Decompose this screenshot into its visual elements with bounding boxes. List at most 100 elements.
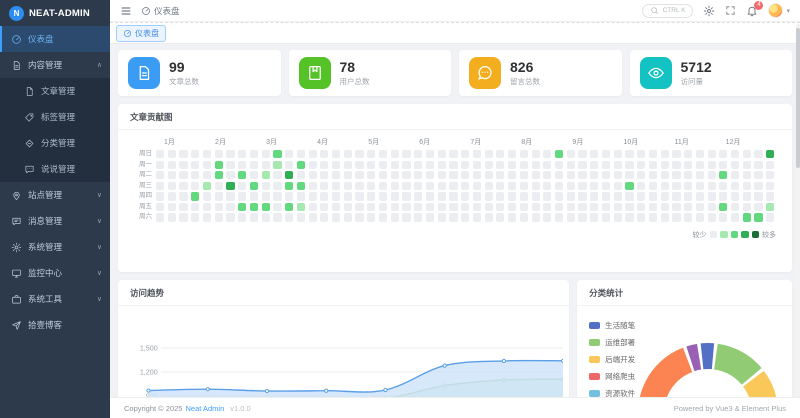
data-point: [324, 388, 329, 393]
donut-segment[interactable]: [639, 347, 693, 397]
heatmap-month-label: 3月: [266, 139, 277, 146]
heatmap-cell: [226, 181, 235, 190]
heatmap-cell: [343, 192, 352, 201]
sidebar-item-标签管理[interactable]: 标签管理: [0, 104, 110, 130]
heatmap-cell: [766, 213, 775, 222]
collapse-menu-button[interactable]: [120, 5, 132, 17]
heatmap-cell: [766, 160, 775, 169]
heatmap-cell: [601, 213, 611, 222]
heatmap-cell: [156, 181, 165, 190]
heatmap-cell: [437, 202, 446, 212]
sidebar-item-监控中心[interactable]: 监控中心 ∨: [0, 260, 110, 286]
heatmap-cell: [425, 192, 435, 201]
fullscreen-button[interactable]: [725, 5, 736, 16]
sidebar-item-站点管理[interactable]: 站点管理 ∨: [0, 182, 110, 208]
heatmap-cell: [191, 171, 200, 180]
heatmap-cell: [332, 192, 341, 201]
pie-legend-item-运维部署[interactable]: 运维部署: [589, 337, 635, 348]
sidebar-item-消息管理[interactable]: 消息管理 ∨: [0, 208, 110, 234]
heatmap-cell: [508, 160, 517, 169]
heatmap-cell: [648, 171, 658, 180]
heatmap-cell: [285, 181, 294, 190]
heatmap-month-label: 10月: [623, 139, 639, 146]
tabs-bar: 仪表盘: [110, 22, 800, 44]
user-menu[interactable]: ▾: [768, 3, 790, 18]
sidebar-item-内容管理[interactable]: 内容管理 ∧: [0, 52, 110, 78]
heatmap-cell: [660, 181, 669, 190]
heatmap-cell: [519, 202, 528, 212]
heatmap-cell: [332, 150, 341, 159]
pie-legend-item-网络爬虫[interactable]: 网络爬虫: [589, 371, 635, 382]
search-button[interactable]: CTRL K: [641, 3, 694, 18]
heatmap-cell: [449, 171, 458, 180]
heatmap-cell: [273, 171, 282, 180]
heatmap-legend: 较少 较多: [130, 222, 780, 240]
copyright-text: Copyright © 2025: [124, 403, 183, 413]
scrollbar-thumb[interactable]: [796, 28, 800, 168]
heatmap-cell: [156, 192, 165, 201]
stat-card-用户总数: 78 用户总数: [288, 50, 451, 96]
pie-legend-item-资源软件[interactable]: 资源软件: [589, 388, 635, 397]
sidebar-item-分类管理[interactable]: 分类管理: [0, 130, 110, 156]
heatmap-cell: [590, 202, 599, 212]
heatmap-cell: [378, 192, 388, 201]
heatmap-cell: [637, 202, 646, 212]
heatmap-cell: [308, 192, 317, 201]
heatmap-cell: [519, 160, 528, 169]
heatmap-cell: [437, 150, 446, 159]
heatmap-cell: [766, 181, 775, 190]
app-logo[interactable]: N NEAT-ADMIN: [0, 0, 110, 26]
heatmap-cell: [730, 150, 740, 159]
heatmap-cell: [578, 202, 587, 212]
heatmap-cell: [285, 192, 294, 201]
document-icon: [139, 65, 150, 81]
donut-segment[interactable]: [742, 370, 776, 397]
area-fill: [148, 360, 564, 397]
heatmap-cell: [660, 150, 669, 159]
donut-segment[interactable]: [686, 343, 702, 372]
sidebar-item-拾壹博客[interactable]: 拾壹博客: [0, 312, 110, 338]
data-point: [383, 387, 388, 393]
sidebar-item-说说管理[interactable]: 说说管理: [0, 156, 110, 182]
tab-dashboard[interactable]: 仪表盘: [116, 24, 166, 42]
heatmap-cell: [531, 171, 540, 180]
heatmap-cell: [660, 202, 669, 212]
pie-legend-item-生活随笔[interactable]: 生活随笔: [589, 320, 635, 331]
heatmap-cell: [531, 181, 540, 190]
heatmap-cell: [285, 202, 294, 212]
settings-button[interactable]: [703, 5, 715, 17]
legend-label: 生活随笔: [605, 321, 636, 330]
heatmap-day-label: 周日: [139, 150, 152, 157]
chevron-down-icon: ∨: [96, 218, 102, 225]
donut-segment[interactable]: [713, 343, 762, 386]
heatmap-cell: [496, 150, 505, 159]
heatmap-cell: [214, 213, 223, 222]
heatmap-cell: [179, 192, 188, 201]
heatmap-cell: [425, 160, 435, 169]
vertical-scrollbar[interactable]: [796, 24, 800, 396]
sidebar-item-仪表盘[interactable]: 仪表盘: [0, 26, 110, 52]
heatmap-cell: [719, 150, 728, 159]
sidebar-item-系统管理[interactable]: 系统管理 ∨: [0, 234, 110, 260]
heatmap-day-label: 周三: [139, 181, 152, 189]
sidebar-item-系统工具[interactable]: 系统工具 ∨: [0, 286, 110, 312]
heatmap-cell: [660, 192, 669, 201]
legend-label: 后端开发: [605, 355, 636, 364]
heatmap-cell: [461, 181, 470, 190]
sidebar-item-文章管理[interactable]: 文章管理: [0, 78, 110, 104]
heatmap-cell: [390, 192, 399, 201]
heatmap-cell: [414, 171, 423, 180]
heatmap-cell: [191, 160, 200, 169]
heatmap-cell: [461, 150, 470, 159]
sidebar-submenu: 文章管理 标签管理 分类管理 说说管理: [0, 78, 110, 182]
heatmap-cell: [730, 160, 740, 169]
heatmap-cell: [238, 192, 247, 201]
heatmap-cell: [414, 202, 423, 212]
heatmap-cell: [249, 160, 259, 169]
heatmap-cell: [156, 150, 165, 159]
notifications-button[interactable]: 4: [746, 0, 764, 17]
heatmap-cell: [285, 213, 294, 222]
brand-link[interactable]: Neat Admin: [185, 403, 225, 413]
pie-legend-item-后端开发[interactable]: 后端开发: [589, 354, 635, 365]
heatmap-cell: [707, 213, 716, 222]
